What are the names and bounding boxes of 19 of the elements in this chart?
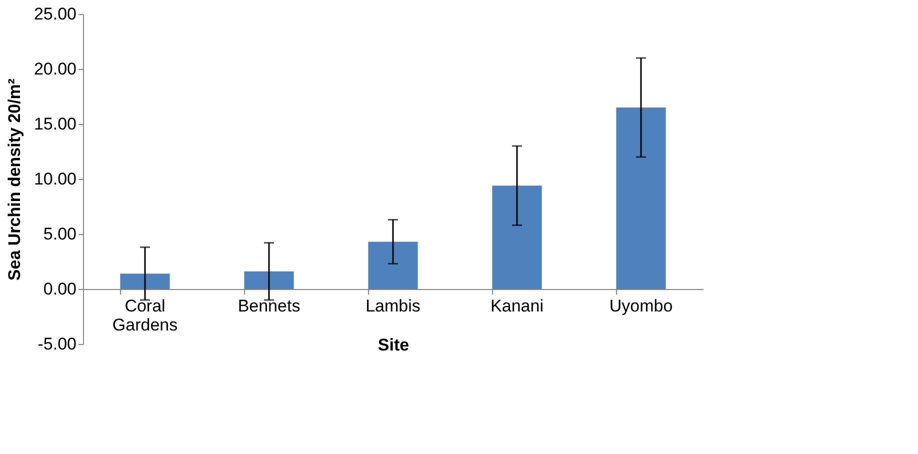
x-tick-label: Uyombo [609,296,673,316]
bar [492,186,542,289]
bar [368,242,418,289]
bar [616,108,666,289]
x-axis-title: Site [378,336,410,354]
y-tick-label: 0.00 [43,280,76,298]
y-tick-label: 20.00 [34,60,76,78]
y-axis-title: Sea Urchin density 20/m² [4,78,24,281]
x-tick-label: Lambis [366,296,420,316]
y-tick-label: 15.00 [34,114,76,134]
y-tick-label: 25.00 [34,4,76,24]
y-tick-label: 5.00 [43,224,76,244]
x-tick-label: Kanani [490,296,544,316]
bar [120,274,170,289]
bar [244,271,294,289]
y-tick-label: 10.00 [34,170,76,188]
x-tick-label: Coral Gardens [112,296,178,334]
y-tick-label: -5.00 [38,334,76,354]
x-tick-label: Bennets [238,296,300,316]
